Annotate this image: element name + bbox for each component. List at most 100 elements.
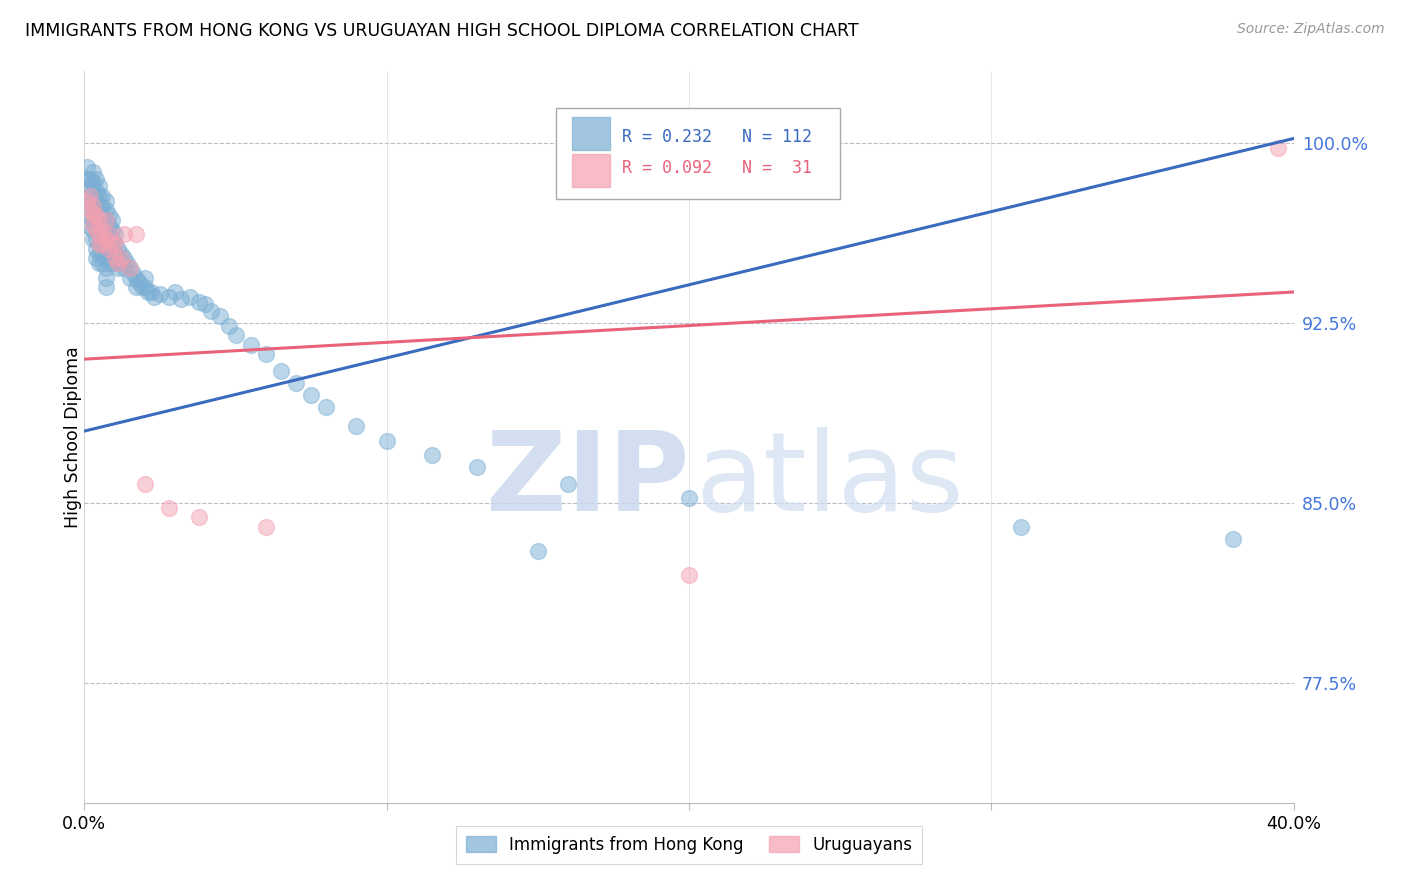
Point bbox=[134, 476, 156, 491]
Point bbox=[89, 189, 111, 203]
Point bbox=[82, 184, 104, 198]
Point bbox=[346, 419, 368, 434]
Point bbox=[91, 237, 114, 252]
Point bbox=[79, 189, 101, 203]
Point bbox=[86, 194, 108, 208]
Point bbox=[299, 388, 322, 402]
Point bbox=[86, 208, 108, 222]
Point bbox=[82, 222, 104, 236]
Point bbox=[82, 165, 104, 179]
Point bbox=[104, 252, 127, 266]
Point bbox=[125, 227, 148, 242]
Text: Source: ZipAtlas.com: Source: ZipAtlas.com bbox=[1237, 22, 1385, 37]
Point bbox=[110, 256, 132, 270]
Point bbox=[315, 400, 337, 414]
Point bbox=[139, 285, 162, 299]
Point bbox=[94, 260, 117, 275]
Point bbox=[89, 218, 111, 232]
Point bbox=[79, 179, 101, 194]
Point bbox=[136, 285, 159, 299]
Point bbox=[107, 252, 129, 266]
Point bbox=[89, 208, 111, 222]
Text: ZIP: ZIP bbox=[485, 427, 689, 534]
Point bbox=[239, 337, 262, 351]
Point bbox=[125, 280, 148, 294]
Point bbox=[89, 237, 111, 252]
Point bbox=[86, 242, 108, 256]
Point bbox=[94, 270, 117, 285]
Point bbox=[107, 242, 129, 256]
Point bbox=[89, 237, 111, 252]
Point bbox=[110, 252, 132, 266]
Text: R = 0.232   N = 112: R = 0.232 N = 112 bbox=[623, 128, 813, 145]
Point bbox=[79, 208, 101, 222]
Point bbox=[79, 189, 101, 203]
Point bbox=[86, 232, 108, 246]
Point bbox=[97, 246, 120, 260]
Point bbox=[89, 227, 111, 242]
Point bbox=[375, 434, 398, 448]
Point bbox=[209, 309, 232, 323]
Point bbox=[89, 227, 111, 242]
Point bbox=[89, 246, 111, 260]
Point bbox=[165, 285, 187, 299]
Point bbox=[112, 260, 135, 275]
Point bbox=[225, 328, 247, 343]
Point bbox=[157, 500, 180, 515]
Point bbox=[94, 213, 117, 227]
Point bbox=[86, 213, 108, 227]
Point bbox=[194, 297, 217, 311]
Point bbox=[110, 246, 132, 260]
Point bbox=[97, 256, 120, 270]
Point bbox=[420, 448, 443, 462]
Point bbox=[91, 227, 114, 242]
Point bbox=[91, 222, 114, 236]
Point bbox=[91, 199, 114, 213]
Point bbox=[79, 220, 101, 235]
Point bbox=[91, 208, 114, 222]
Point bbox=[94, 232, 117, 246]
Point bbox=[82, 213, 104, 227]
Point bbox=[82, 218, 104, 232]
Point bbox=[1222, 532, 1244, 546]
Point bbox=[86, 222, 108, 236]
Point bbox=[125, 270, 148, 285]
Point bbox=[200, 304, 222, 318]
Point bbox=[94, 194, 117, 208]
Point bbox=[82, 232, 104, 246]
Point bbox=[285, 376, 308, 391]
Point bbox=[1267, 141, 1289, 155]
Point bbox=[79, 172, 101, 186]
Point bbox=[112, 227, 135, 242]
Legend: Immigrants from Hong Kong, Uruguayans: Immigrants from Hong Kong, Uruguayans bbox=[456, 826, 922, 864]
Point bbox=[94, 242, 117, 256]
Point bbox=[100, 213, 122, 227]
Point bbox=[94, 232, 117, 246]
Point bbox=[76, 161, 98, 175]
Point bbox=[76, 172, 98, 186]
Point bbox=[91, 246, 114, 260]
Point bbox=[86, 252, 108, 266]
Point bbox=[89, 213, 111, 227]
Point bbox=[270, 364, 292, 378]
Point bbox=[104, 237, 127, 252]
Point bbox=[118, 260, 141, 275]
Point bbox=[100, 252, 122, 266]
Point bbox=[94, 203, 117, 218]
Point bbox=[91, 189, 114, 203]
Point bbox=[82, 175, 104, 189]
Point bbox=[134, 280, 156, 294]
Point bbox=[86, 184, 108, 198]
Point bbox=[104, 227, 127, 242]
Point bbox=[112, 252, 135, 266]
Point bbox=[218, 318, 240, 333]
Point bbox=[94, 252, 117, 266]
Point bbox=[149, 287, 172, 301]
Point bbox=[79, 196, 101, 211]
Point bbox=[678, 568, 700, 582]
Point bbox=[107, 256, 129, 270]
Point bbox=[86, 203, 108, 218]
Point bbox=[188, 510, 211, 524]
Point bbox=[142, 290, 165, 304]
Point bbox=[97, 227, 120, 242]
